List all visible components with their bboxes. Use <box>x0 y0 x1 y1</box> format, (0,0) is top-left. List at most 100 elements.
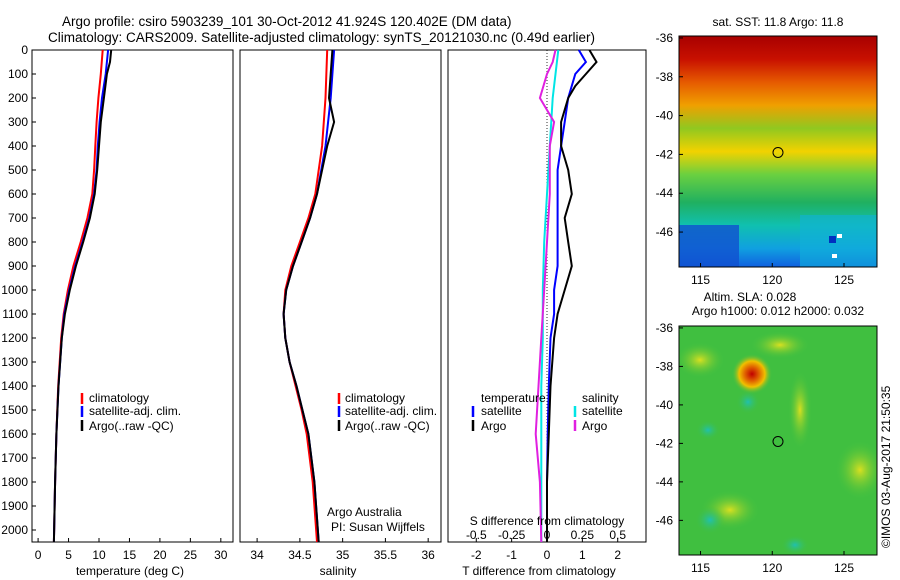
sla-blob <box>788 370 812 450</box>
depth-tick-label: 1600 <box>1 427 28 441</box>
sla-cool-blob <box>781 535 809 555</box>
sla-blob <box>679 342 725 378</box>
depth-tick-label: 900 <box>8 259 28 273</box>
legend-label-sal-satellite: satellite <box>582 404 623 418</box>
argo-australia-credit: Argo Australia <box>327 505 402 519</box>
lat-tick-label: -38 <box>656 70 674 84</box>
temperature-legend: climatology satellite-adj. clim. Argo(..… <box>80 391 181 433</box>
depth-tick-label: 500 <box>8 163 28 177</box>
depth-tick-label: 700 <box>8 211 28 225</box>
lat-tick-label: -40 <box>656 109 674 123</box>
lat-tick-label: -44 <box>656 475 674 489</box>
legend-header-temperature: temperature <box>481 391 546 405</box>
x-tick-label: 15 <box>123 548 137 562</box>
depth-tick-label: 1900 <box>1 499 28 513</box>
sla-blob <box>835 440 877 500</box>
legend-label-temp-satellite: satellite <box>481 404 522 418</box>
legend-label-climatology: climatology <box>89 391 149 405</box>
s-tick-label: 0.25 <box>571 528 595 542</box>
temperature-panel: 0 5 10 15 20 25 30 0 100 200 300 400 500 600 700 800 90… <box>1 43 234 578</box>
sst-cold-patch <box>679 225 739 267</box>
salinity-legend: climatology satellite-adj. clim. Argo(..… <box>337 391 437 433</box>
lat-tick-label: -36 <box>656 321 674 335</box>
sla-argo-marker <box>772 435 784 447</box>
imos-watermark: ©IMOS 03-Aug-2017 21:50:35 <box>879 385 893 548</box>
depth-tick-label: 300 <box>8 115 28 129</box>
lon-tick-label: 115 <box>691 561 710 575</box>
sla-cool-blob <box>736 390 760 414</box>
depth-tick-label: 400 <box>8 139 28 153</box>
title-line-2: Climatology: CARS2009. Satellite-adjuste… <box>48 30 595 45</box>
sst-argo-marker <box>772 146 784 158</box>
lon-tick-label: 125 <box>834 561 854 575</box>
sla-blob <box>750 331 810 359</box>
sst-missing-pixel <box>832 254 837 258</box>
lat-tick-label: -38 <box>656 359 674 373</box>
legend-label-temp-argo: Argo <box>481 419 507 433</box>
x-tick-label: 25 <box>184 548 198 562</box>
t-tick-label: 0 <box>544 548 551 562</box>
salinity-xlabel: salinity <box>320 564 357 578</box>
legend-label-argo: Argo(..raw -QC) <box>89 419 174 433</box>
sst-map-title: sat. SST: 11.8 Argo: 11.8 <box>713 15 844 29</box>
depth-tick-label: 0 <box>21 43 28 57</box>
sla-cool-blob <box>696 420 720 440</box>
lat-tick-label: -36 <box>656 31 674 45</box>
lat-tick-label: -46 <box>656 225 674 239</box>
series-salinity-satellite <box>540 49 560 542</box>
depth-tick-label: 1800 <box>1 475 28 489</box>
depth-tick-label: 1200 <box>1 331 28 345</box>
depth-tick-label: 1700 <box>1 451 28 465</box>
sst-map-frame <box>678 35 878 268</box>
salinity-panel: 34 34.5 35 35.5 36 salinity climatology sate… <box>239 49 442 578</box>
sst-cold-spot <box>829 236 836 243</box>
t-tick-label: 2 <box>614 548 621 562</box>
t-difference-xlabel: T difference from climatology <box>462 564 616 578</box>
series-salinity-argo <box>534 49 557 543</box>
lon-tick-label: 115 <box>691 273 710 287</box>
lat-tick-label: -40 <box>656 398 674 412</box>
x-tick-label: 34 <box>250 548 264 562</box>
x-tick-label: 10 <box>92 548 106 562</box>
temperature-xlabel: temperature (deg C) <box>76 564 184 578</box>
legend-label-argo: Argo(..raw -QC) <box>345 419 430 433</box>
lat-tick-label: -44 <box>656 186 674 200</box>
depth-tick-label: 800 <box>8 235 28 249</box>
series-argo-raw-qc <box>52 49 113 543</box>
lon-tick-label: 120 <box>762 273 782 287</box>
t-tick-label: 1 <box>579 548 586 562</box>
sla-map-title-2: Argo h1000: 0.012 h2000: 0.032 <box>692 304 864 318</box>
series-argo-raw-qc <box>282 49 336 543</box>
x-tick-label: 30 <box>214 548 228 562</box>
legend-label-satellite: satellite-adj. clim. <box>89 404 181 418</box>
depth-tick-label: 1400 <box>1 379 28 393</box>
legend-label-climatology: climatology <box>345 391 405 405</box>
depth-tick-label: 200 <box>8 91 28 105</box>
depth-tick-label: 100 <box>8 67 28 81</box>
sla-map: Altim. SLA: 0.028 Argo h1000: 0.012 h200… <box>656 290 878 575</box>
s-tick-label: -0.25 <box>498 528 526 542</box>
legend-header-salinity: salinity <box>582 391 619 405</box>
sla-cool-blob <box>695 506 725 534</box>
sst-cool-patch <box>800 215 877 267</box>
depth-tick-label: 1500 <box>1 403 28 417</box>
pi-credit: PI: Susan Wijffels <box>331 520 425 534</box>
lat-tick-label: -42 <box>656 147 674 161</box>
s-difference-xlabel: S difference from climatology <box>470 514 625 528</box>
lon-tick-label: 120 <box>762 561 782 575</box>
temperature-axes-frame <box>31 49 234 543</box>
depth-tick-label: 2000 <box>1 523 28 537</box>
difference-legend: temperature salinity satellite Argo sate… <box>471 391 623 433</box>
t-tick-label: -1 <box>506 548 517 562</box>
series-temperature-satellite <box>546 49 588 542</box>
x-tick-label: 34.5 <box>288 548 312 562</box>
x-tick-label: 35.5 <box>374 548 398 562</box>
x-tick-label: 35 <box>336 548 350 562</box>
s-tick-label: 0.5 <box>609 528 626 542</box>
lat-tick-label: -42 <box>656 436 674 450</box>
x-tick-label: 36 <box>421 548 435 562</box>
difference-panel: -2 -1 0 1 2 -0.5 -0.25 0 0.25 0.5 S difference fr… <box>447 49 647 578</box>
sst-map: sat. SST: 11.8 Argo: 11.8 115 120 125 -36 -3… <box>656 15 878 287</box>
title-line-1: Argo profile: csiro 5903239_101 30-Oct-2… <box>62 14 512 29</box>
